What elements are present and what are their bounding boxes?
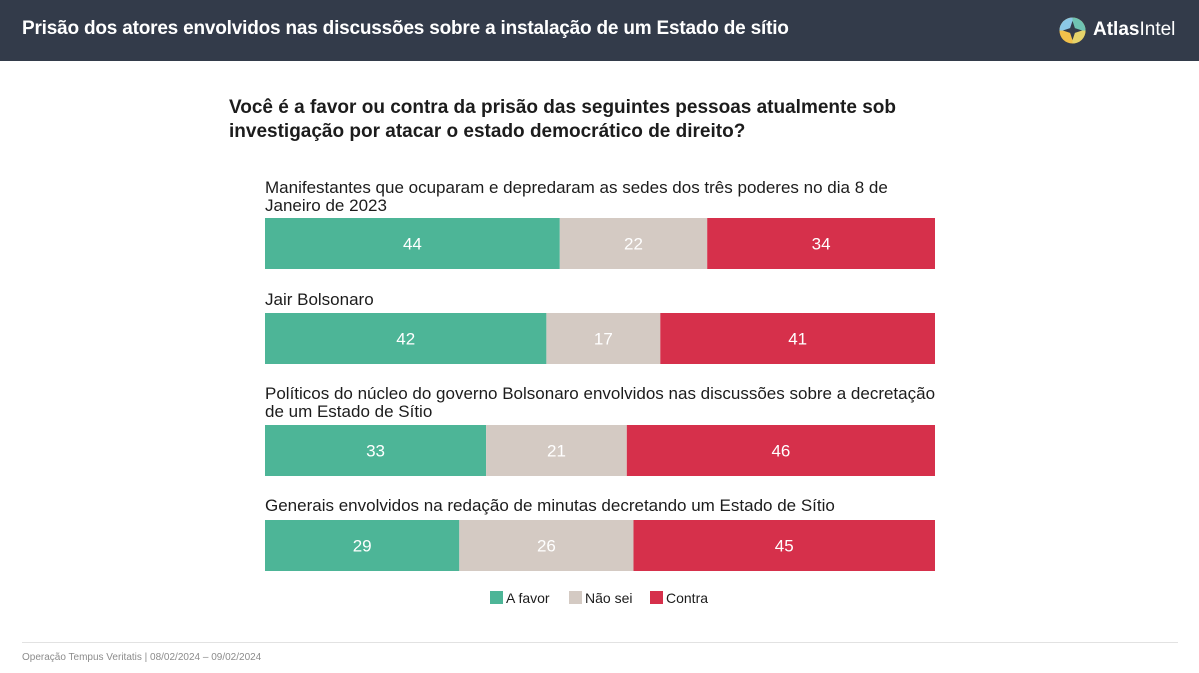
brand-name-bold: Atlas <box>1093 19 1140 40</box>
survey-question: Você é a favor ou contra da prisão das s… <box>229 97 896 142</box>
category-label: Manifestantes que ocuparam e depredaram … <box>265 178 888 197</box>
data-label: 17 <box>594 330 613 349</box>
brand: AtlasIntel <box>1058 15 1175 45</box>
brand-name: AtlasIntel <box>1093 19 1175 41</box>
bar-segment <box>265 313 547 364</box>
category-label: Generais envolvidos na redação de minuta… <box>265 496 835 515</box>
data-label: 21 <box>547 442 566 461</box>
bar-segment <box>626 425 935 476</box>
data-label: 41 <box>788 330 807 349</box>
bar-segment <box>546 313 661 364</box>
data-label: 34 <box>812 235 831 254</box>
bar-segment <box>486 425 627 476</box>
legend-swatch <box>650 591 663 604</box>
data-label: 46 <box>771 442 790 461</box>
bar-segment <box>459 520 634 571</box>
category-label: Janeiro de 2023 <box>265 196 387 215</box>
bar-segment <box>660 313 935 364</box>
legend-label: A favor <box>506 590 550 606</box>
bar-segment <box>707 218 935 269</box>
category-label: Jair Bolsonaro <box>265 290 374 309</box>
data-label: 42 <box>396 330 415 349</box>
bar-segment <box>559 218 708 269</box>
data-label: 44 <box>403 235 422 254</box>
bar-segment <box>265 425 487 476</box>
legend-swatch <box>490 591 503 604</box>
footer-source: Operação Tempus Veritatis | 08/02/2024 –… <box>22 652 262 663</box>
atlasintel-logo-icon <box>1059 16 1086 44</box>
legend-label: Não sei <box>585 590 632 606</box>
category-label: Políticos do núcleo do governo Bolsonaro… <box>265 384 935 403</box>
bar-segment <box>265 520 460 571</box>
header-bar: Prisão dos atores envolvidos nas discuss… <box>0 0 1199 61</box>
footer-divider <box>22 642 1178 643</box>
data-label: 26 <box>537 537 556 556</box>
data-label: 29 <box>353 537 372 556</box>
brand-name-light: Intel <box>1139 19 1176 40</box>
data-label: 22 <box>624 235 643 254</box>
bar-segment <box>633 520 935 571</box>
legend-swatch <box>569 591 582 604</box>
bar-segment <box>265 218 560 269</box>
category-label: de um Estado de Sítio <box>265 402 432 421</box>
data-label: 45 <box>775 537 794 556</box>
data-label: 33 <box>366 442 385 461</box>
page-title: Prisão dos atores envolvidos nas discuss… <box>22 18 789 39</box>
legend-label: Contra <box>666 590 708 606</box>
